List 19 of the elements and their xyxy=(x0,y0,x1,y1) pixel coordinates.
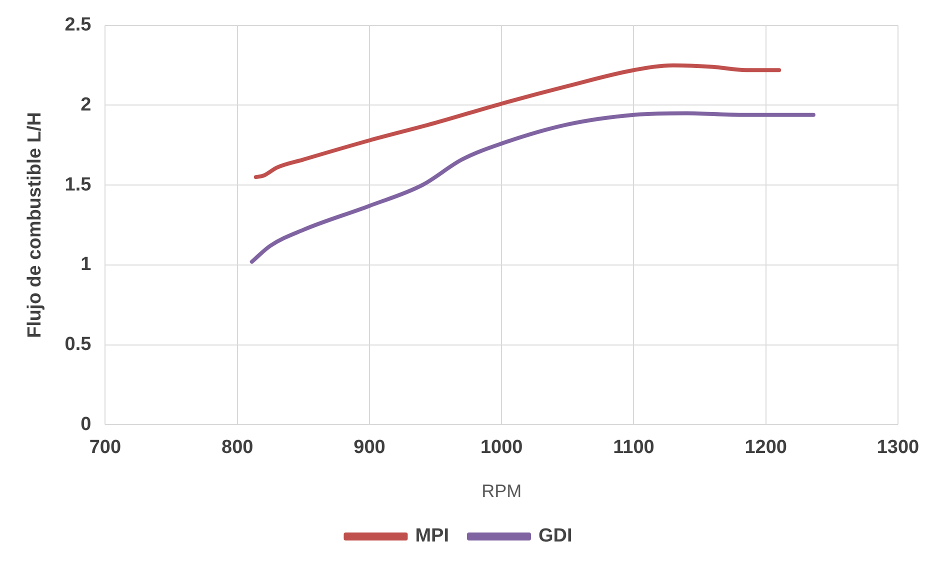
y-tick-label: 2.5 xyxy=(64,14,92,36)
x-tick-label: 1100 xyxy=(613,437,654,458)
y-axis-title: Flujo de combustible L/H xyxy=(24,112,46,338)
legend-label: GDI xyxy=(538,526,572,547)
x-tick-label: 1000 xyxy=(480,437,523,458)
y-tick-label: 0 xyxy=(80,414,92,435)
x-tick-label: 700 xyxy=(89,437,122,458)
x-tick-label: 1300 xyxy=(876,437,920,458)
y-tick-label: 0.5 xyxy=(64,334,92,355)
x-tick-label: 1200 xyxy=(744,437,788,458)
line-series xyxy=(254,63,782,180)
y-tick-label: 2 xyxy=(80,94,92,116)
x-axis-title: RPM xyxy=(482,481,522,502)
x-tick-label: 800 xyxy=(221,437,254,458)
legend-label: MPI xyxy=(415,526,449,547)
x-tick-label: 900 xyxy=(354,437,386,458)
y-tick-label: 1.5 xyxy=(64,174,92,196)
y-tick-label: 1 xyxy=(80,254,92,276)
line-series xyxy=(250,111,816,264)
